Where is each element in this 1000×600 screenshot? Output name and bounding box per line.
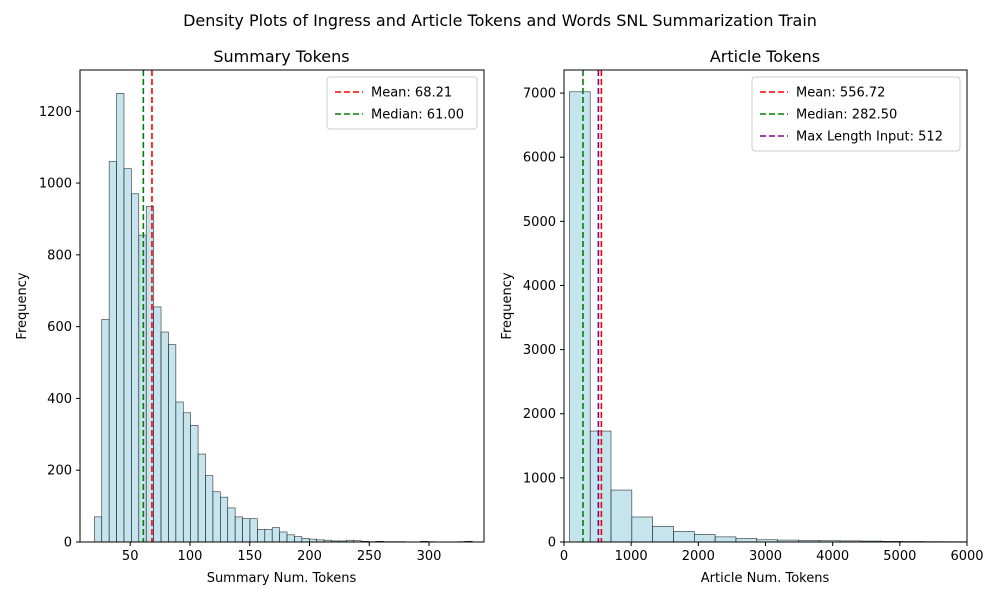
- x-axis-label: Article Num. Tokens: [701, 571, 830, 586]
- subplot-title: Article Tokens: [710, 47, 820, 66]
- histogram-bar: [131, 193, 140, 543]
- histogram-bar: [714, 536, 737, 543]
- x-tick-label: 0: [560, 549, 568, 564]
- legend-entry: Mean: 556.72: [796, 86, 885, 101]
- x-tick-label: 1000: [615, 549, 648, 564]
- histogram-bar: [234, 516, 243, 543]
- histogram-bar: [190, 425, 199, 543]
- y-tick-label: 1000: [523, 471, 556, 486]
- x-tick-label: 6000: [950, 549, 983, 564]
- x-tick-label: 3000: [749, 549, 782, 564]
- histogram-bar: [227, 507, 236, 543]
- y-tick-label: 5000: [523, 215, 556, 230]
- y-axis-label: Frequency: [500, 272, 515, 339]
- histogram-bar: [569, 91, 591, 543]
- legend: Mean: 68.21 Median: 61.00: [326, 76, 478, 130]
- histogram-bar: [116, 93, 125, 543]
- histogram-bar: [212, 491, 221, 543]
- y-tick-label: 400: [47, 392, 72, 407]
- reference-lines: [142, 70, 153, 542]
- bars: [94, 93, 473, 543]
- x-tick-label: 50: [122, 549, 139, 564]
- x-tick-label: 200: [297, 549, 322, 564]
- y-tick-label: 200: [47, 464, 72, 479]
- histogram-bar: [101, 319, 110, 543]
- y-tick-label: 1200: [39, 105, 72, 120]
- legend-entry: Mean: 68.21: [371, 86, 452, 101]
- subplot-article-tokens: Article Tokens Article Num. Tokens Frequ…: [500, 47, 984, 586]
- histogram-bar: [264, 529, 273, 543]
- y-ticks: 0 200 400 600 800 1000 1200: [39, 105, 80, 551]
- histogram-bar: [631, 516, 653, 543]
- histogram-bar: [610, 489, 633, 543]
- histogram-bar: [197, 453, 206, 543]
- x-tick-label: 250: [357, 549, 382, 564]
- histogram-bar: [94, 516, 103, 543]
- legend-entry: Median: 61.00: [371, 108, 464, 123]
- y-tick-label: 6000: [523, 151, 556, 166]
- histogram-bar: [735, 538, 758, 543]
- histogram-bar: [182, 412, 191, 543]
- legend-entry: Max Length Input: 512: [796, 130, 943, 145]
- x-ticks: 0 1000 2000 3000 4000 5000 6000: [560, 542, 984, 564]
- x-tick-label: 100: [178, 549, 203, 564]
- histogram-bar: [153, 306, 162, 543]
- histogram-bar: [160, 331, 169, 543]
- histogram-bar: [145, 206, 154, 543]
- histogram-bar: [673, 531, 695, 543]
- y-tick-label: 7000: [523, 87, 556, 102]
- histogram-bar: [301, 538, 310, 543]
- histogram-bar: [271, 527, 280, 543]
- histogram-bar: [257, 529, 266, 543]
- legend: Mean: 556.72 Median: 282.50 Max Length Inp…: [751, 76, 961, 152]
- histogram-bar: [652, 525, 674, 543]
- subplot-title: Summary Tokens: [213, 47, 349, 66]
- subplot-summary-tokens: Summary Tokens Summary Num. Tokens Frequ…: [15, 47, 485, 586]
- x-tick-label: 2000: [682, 549, 715, 564]
- axes-frame: [563, 69, 968, 543]
- histogram-bar: [249, 518, 258, 543]
- reference-lines: [582, 70, 603, 542]
- y-tick-label: 1000: [39, 177, 72, 192]
- y-tick-label: 2000: [523, 407, 556, 422]
- y-tick-label: 0: [64, 536, 72, 551]
- histogram-bar: [693, 533, 716, 543]
- x-ticks: 50 100 150 200 250 300: [122, 542, 442, 564]
- x-tick-label: 300: [417, 549, 442, 564]
- histogram-bar: [123, 168, 132, 543]
- axes-frame: [79, 69, 485, 543]
- histogram-bar: [220, 496, 229, 543]
- figure-suptitle: Density Plots of Ingress and Article Tok…: [183, 11, 817, 30]
- x-tick-label: 5000: [883, 549, 916, 564]
- histogram-bar: [294, 536, 303, 543]
- y-ticks: 0 1000 2000 3000 4000 5000 6000 7000: [523, 87, 564, 551]
- legend-box: [751, 76, 961, 152]
- histogram-bar: [168, 344, 177, 543]
- legend-box: [326, 76, 478, 130]
- x-tick-label: 150: [237, 549, 262, 564]
- y-tick-label: 3000: [523, 343, 556, 358]
- histogram-bar: [175, 401, 184, 543]
- y-tick-label: 600: [47, 320, 72, 335]
- legend-entry: Median: 282.50: [796, 108, 897, 123]
- y-tick-label: 0: [548, 536, 556, 551]
- histogram-bar: [108, 161, 117, 543]
- y-tick-label: 4000: [523, 279, 556, 294]
- histogram-bar: [242, 518, 251, 543]
- bars: [569, 91, 968, 543]
- y-axis-label: Frequency: [15, 272, 30, 339]
- y-tick-label: 800: [47, 248, 72, 263]
- histogram-bar: [279, 531, 288, 543]
- histogram-bar: [205, 475, 214, 543]
- x-tick-label: 4000: [816, 549, 849, 564]
- histogram-bar: [286, 534, 295, 543]
- x-axis-label: Summary Num. Tokens: [207, 571, 357, 586]
- histogram-bar: [138, 234, 147, 543]
